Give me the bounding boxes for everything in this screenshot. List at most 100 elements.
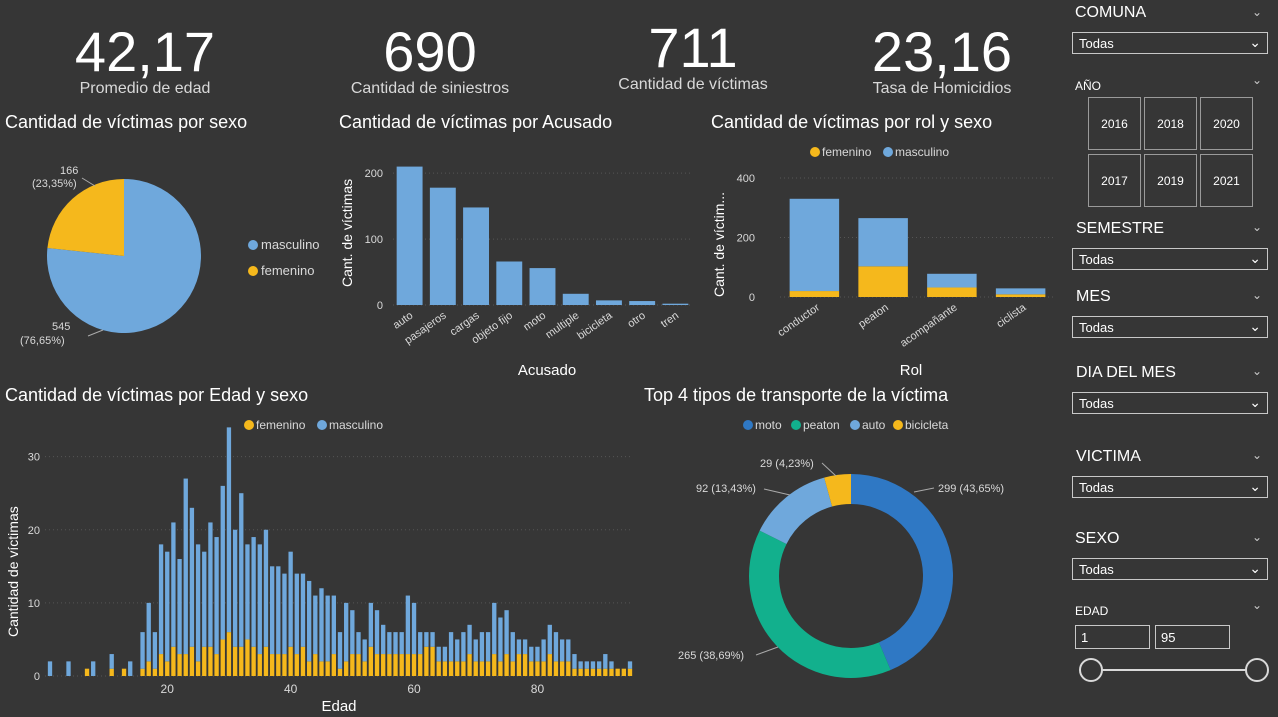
- bar-edad-32-femenino[interactable]: [239, 646, 244, 676]
- bar-edad-77-femenino[interactable]: [516, 654, 522, 676]
- bar-acompañante-femenino[interactable]: [927, 287, 977, 297]
- bar-edad-68-femenino[interactable]: [461, 661, 466, 676]
- bar-edad-23-masculino[interactable]: [183, 478, 188, 655]
- year-tile-2019[interactable]: 2019: [1144, 154, 1197, 207]
- slider-handle-min[interactable]: [1079, 658, 1103, 682]
- bar-conductor-masculino[interactable]: [789, 198, 840, 292]
- bar-edad-24-femenino[interactable]: [189, 646, 195, 676]
- bar-edad-83-femenino[interactable]: [553, 661, 559, 676]
- bar-edad-60-femenino[interactable]: [411, 654, 417, 676]
- bar-edad-84-masculino[interactable]: [559, 639, 565, 662]
- bar-edad-82-femenino[interactable]: [547, 654, 552, 676]
- bar-edad-33-masculino[interactable]: [245, 544, 250, 640]
- slider-handle-max[interactable]: [1245, 658, 1269, 682]
- bar-edad-95-masculino[interactable]: [627, 661, 633, 669]
- bar-edad-31-femenino[interactable]: [232, 646, 238, 676]
- bar-edad-50-femenino[interactable]: [350, 654, 355, 676]
- bar-edad-22-femenino[interactable]: [177, 654, 182, 676]
- chevron-down-icon[interactable]: ⌄: [1252, 530, 1263, 544]
- bar-edad-78-femenino[interactable]: [522, 654, 528, 676]
- bar-edad-35-femenino[interactable]: [257, 654, 262, 676]
- bar-edad-32-masculino[interactable]: [239, 493, 244, 647]
- bar-edad-37-masculino[interactable]: [269, 566, 275, 655]
- bar-edad-67-femenino[interactable]: [455, 661, 460, 676]
- bar-edad-79-femenino[interactable]: [529, 661, 534, 676]
- bar-edad-53-femenino[interactable]: [368, 646, 374, 676]
- bar-edad-68-masculino[interactable]: [461, 632, 466, 662]
- bar-edad-21-femenino[interactable]: [171, 646, 176, 676]
- chevron-down-icon[interactable]: ⌄: [1252, 5, 1263, 19]
- bar-edad-71-femenino[interactable]: [479, 661, 485, 676]
- bar-edad-19-femenino[interactable]: [158, 654, 164, 676]
- bar-edad-85-masculino[interactable]: [566, 639, 571, 662]
- bar-edad-20-femenino[interactable]: [165, 661, 170, 676]
- bar-edad-40-femenino[interactable]: [288, 646, 293, 676]
- bar-edad-87-femenino[interactable]: [578, 668, 583, 676]
- bar-edad-43-masculino[interactable]: [306, 580, 312, 662]
- bar-edad-21-masculino[interactable]: [171, 522, 176, 647]
- bar-edad-65-femenino[interactable]: [442, 661, 448, 676]
- bar-edad-73-femenino[interactable]: [492, 654, 497, 676]
- bar-edad-8-masculino[interactable]: [91, 661, 96, 676]
- bar-tren[interactable]: [662, 303, 689, 305]
- bar-otro[interactable]: [629, 301, 656, 305]
- bar-edad-7-femenino[interactable]: [84, 668, 90, 676]
- bar-edad-86-masculino[interactable]: [572, 654, 577, 669]
- bar-edad-4-masculino[interactable]: [66, 661, 71, 676]
- bar-edad-27-masculino[interactable]: [208, 522, 213, 647]
- bar-edad-81-femenino[interactable]: [541, 661, 546, 676]
- bar-auto[interactable]: [396, 166, 423, 305]
- bar-edad-67-masculino[interactable]: [455, 639, 460, 662]
- bar-edad-44-masculino[interactable]: [313, 595, 318, 655]
- bar-edad-64-femenino[interactable]: [436, 661, 441, 676]
- bar-edad-40-masculino[interactable]: [288, 551, 293, 647]
- bar-edad-49-masculino[interactable]: [344, 602, 349, 662]
- bar-edad-66-femenino[interactable]: [448, 661, 454, 676]
- bar-edad-78-masculino[interactable]: [522, 639, 528, 655]
- bar-edad-83-masculino[interactable]: [553, 632, 559, 662]
- bar-edad-59-femenino[interactable]: [405, 654, 411, 676]
- bar-edad-63-femenino[interactable]: [430, 646, 435, 676]
- bar-edad-72-femenino[interactable]: [485, 661, 491, 676]
- donut-slice-moto[interactable]: [851, 474, 954, 670]
- donut-slice-peaton[interactable]: [749, 530, 891, 678]
- bar-edad-71-masculino[interactable]: [479, 632, 485, 662]
- chevron-down-icon[interactable]: ⌄: [1252, 364, 1263, 378]
- bar-edad-58-masculino[interactable]: [399, 632, 404, 655]
- bar-edad-19-masculino[interactable]: [158, 544, 164, 655]
- bar-edad-49-femenino[interactable]: [344, 661, 349, 676]
- bar-edad-89-femenino[interactable]: [590, 668, 596, 676]
- bar-conductor-femenino[interactable]: [789, 291, 840, 297]
- edad-min-input[interactable]: 1: [1075, 625, 1150, 649]
- bar-edad-25-femenino[interactable]: [195, 661, 201, 676]
- bar-edad-28-masculino[interactable]: [214, 537, 219, 655]
- dia-dropdown[interactable]: Todas ⌄: [1072, 392, 1268, 414]
- bar-edad-65-masculino[interactable]: [442, 646, 448, 662]
- bar-bicicleta[interactable]: [595, 300, 622, 305]
- bar-edad-51-masculino[interactable]: [356, 632, 361, 655]
- chevron-down-icon[interactable]: ⌄: [1252, 448, 1263, 462]
- bar-objeto-fijo[interactable]: [496, 261, 523, 306]
- chevron-down-icon[interactable]: ⌄: [1252, 73, 1263, 87]
- bar-edad-44-femenino[interactable]: [313, 654, 318, 676]
- chevron-down-icon[interactable]: ⌄: [1252, 598, 1263, 612]
- bar-edad-88-femenino[interactable]: [584, 668, 589, 676]
- bar-edad-91-femenino[interactable]: [603, 668, 608, 676]
- mes-dropdown[interactable]: Todas ⌄: [1072, 316, 1268, 338]
- bar-edad-24-masculino[interactable]: [189, 507, 195, 647]
- year-tile-2017[interactable]: 2017: [1088, 154, 1141, 207]
- bar-edad-90-femenino[interactable]: [596, 668, 602, 676]
- bar-edad-42-masculino[interactable]: [300, 573, 306, 647]
- bar-edad-42-femenino[interactable]: [300, 646, 306, 676]
- bar-edad-87-masculino[interactable]: [578, 661, 583, 669]
- bar-edad-38-masculino[interactable]: [276, 566, 281, 655]
- bar-edad-77-masculino[interactable]: [516, 639, 522, 655]
- bar-edad-23-femenino[interactable]: [183, 654, 188, 676]
- bar-edad-29-femenino[interactable]: [220, 639, 225, 676]
- bar-edad-69-femenino[interactable]: [467, 654, 472, 676]
- bar-edad-13-femenino[interactable]: [121, 668, 127, 676]
- bar-edad-38-femenino[interactable]: [276, 654, 281, 676]
- bar-edad-52-femenino[interactable]: [362, 661, 367, 676]
- bar-ciclista-femenino[interactable]: [995, 294, 1046, 297]
- bar-edad-74-femenino[interactable]: [498, 661, 503, 676]
